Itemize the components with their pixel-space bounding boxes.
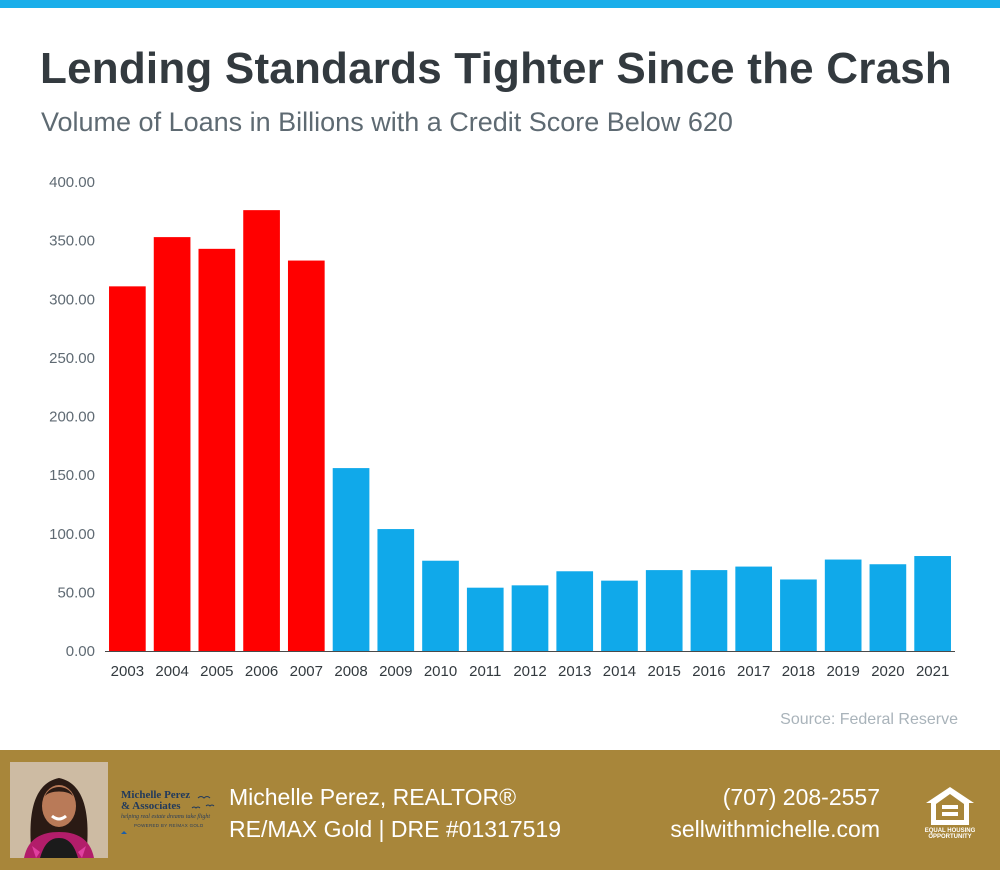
agent-portrait-icon [10, 762, 108, 858]
equal-housing-line2: OPPORTUNITY [928, 834, 972, 840]
x-tick-label: 2007 [290, 663, 323, 680]
x-tick-label: 2020 [871, 663, 904, 680]
agent-phone[interactable]: (707) 208-2557 [722, 784, 880, 810]
x-tick-label: 2009 [379, 663, 412, 680]
logo-tagline: helping real estate dreams take flight [121, 814, 211, 820]
y-tick-label: 200.00 [49, 409, 95, 426]
x-tick-label: 2010 [424, 663, 457, 680]
x-tick-label: 2004 [155, 663, 188, 680]
y-tick-label: 50.00 [57, 584, 95, 601]
bar-2006 [243, 210, 280, 651]
bar-2020 [869, 564, 907, 651]
logo-powered-by: POWERED BY RE/MAX GOLD [134, 823, 204, 828]
agent-brokerage: RE/MAX Gold | DRE #01317519 [229, 816, 561, 842]
bar-2014 [601, 580, 638, 651]
x-tick-label: 2011 [469, 663, 501, 680]
bar-2017 [735, 566, 773, 651]
chart-title: Lending Standards Tighter Since the Cras… [40, 44, 952, 93]
bar-2004 [153, 237, 191, 652]
x-tick-label: 2008 [334, 663, 367, 680]
bar-2016 [690, 570, 728, 651]
y-tick-label: 350.00 [49, 233, 95, 250]
x-tick-label: 2012 [513, 663, 546, 680]
bar-2013 [556, 571, 594, 651]
y-tick-label: 0.00 [66, 643, 95, 660]
logo-name-line2: & Associates [121, 800, 181, 812]
bar-2012 [511, 585, 549, 651]
x-tick-label: 2005 [200, 663, 233, 680]
equal-housing-icon [926, 787, 974, 825]
bar-series [109, 210, 951, 652]
bar-chart: 0.00 50.00 100.00 150.00 200.00 250.00 300.00 3… [49, 174, 955, 680]
bar-2009 [377, 529, 415, 651]
logo-name-line1: Michelle Perez [121, 789, 191, 801]
x-tick-label: 2016 [692, 663, 725, 680]
agent-website[interactable]: sellwithmichelle.com [670, 816, 880, 842]
bar-2005 [198, 248, 236, 651]
y-axis-ticks: 0.00 50.00 100.00 150.00 200.00 250.00 300.00 3… [49, 174, 95, 660]
brand-logo: Michelle Perez & Associates helping real… [118, 784, 218, 840]
x-tick-label: 2021 [916, 663, 949, 680]
x-tick-label: 2019 [826, 663, 859, 680]
y-tick-label: 250.00 [49, 350, 95, 367]
x-tick-label: 2003 [111, 663, 144, 680]
source-note: Source: Federal Reserve [780, 711, 958, 728]
y-tick-label: 100.00 [49, 526, 95, 543]
agent-name: Michelle Perez, REALTOR® [229, 784, 517, 810]
x-axis-ticks: 2003 2004 2005 2006 2007 2008 2009 2010 2011 2012… [111, 663, 950, 680]
equal-housing-logo: EQUAL HOUSING OPPORTUNITY [920, 785, 980, 847]
bar-2007 [287, 260, 325, 651]
logo-name: Michelle Perez & Associates [121, 790, 190, 812]
x-tick-label: 2017 [737, 663, 770, 680]
bar-2010 [422, 560, 459, 651]
bar-2008 [332, 468, 370, 651]
y-tick-label: 300.00 [49, 291, 95, 308]
bar-2011 [466, 587, 504, 651]
footer-banner: Michelle Perez & Associates helping real… [0, 750, 1000, 870]
top-accent-bar [0, 0, 1000, 8]
bar-2018 [780, 579, 817, 651]
agent-photo [10, 762, 108, 858]
bar-2019 [824, 559, 862, 651]
bar-2015 [645, 570, 683, 651]
x-tick-label: 2013 [558, 663, 591, 680]
x-tick-label: 2014 [603, 663, 636, 680]
birds-icon [121, 796, 215, 834]
y-tick-label: 400.00 [49, 174, 95, 191]
equal-housing-line1: EQUAL HOUSING [924, 828, 976, 834]
x-tick-label: 2006 [245, 663, 278, 680]
x-tick-label: 2018 [782, 663, 815, 680]
x-tick-label: 2015 [648, 663, 681, 680]
chart-subtitle: Volume of Loans in Billions with a Credi… [41, 107, 733, 137]
y-tick-label: 150.00 [49, 467, 95, 484]
bar-2021 [914, 556, 951, 651]
bar-2003 [109, 286, 146, 651]
